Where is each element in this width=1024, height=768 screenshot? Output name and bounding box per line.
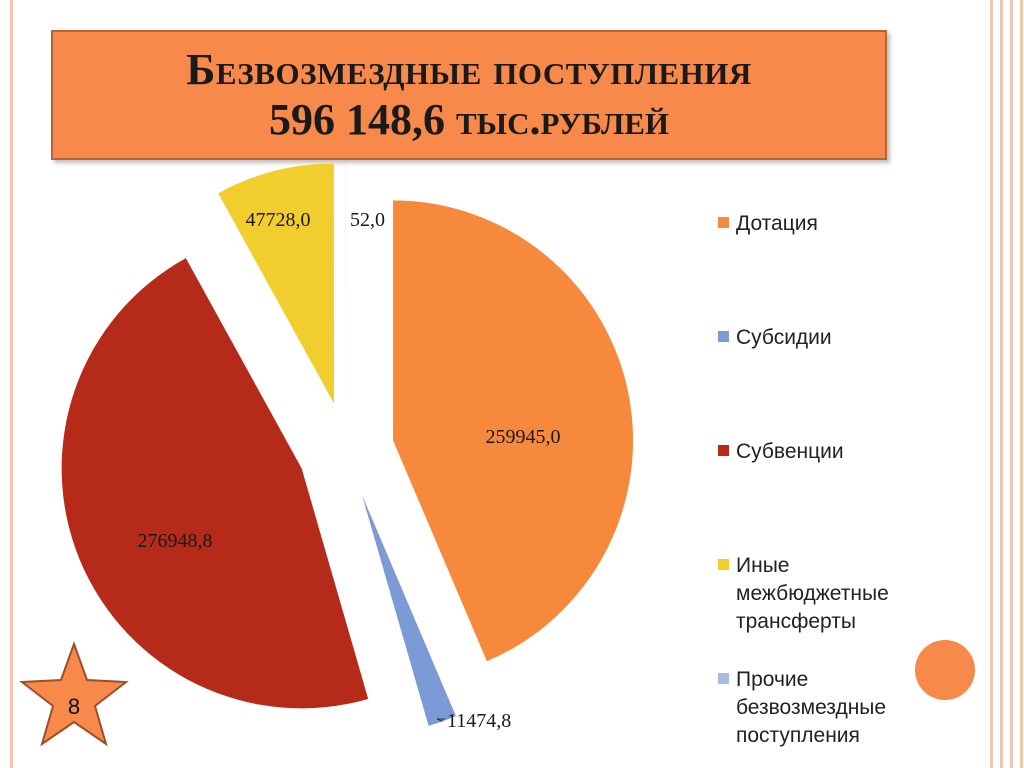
legend-item-other-receipts: Прочие безвозмездные поступления <box>718 666 936 750</box>
leader-line-subsidies <box>436 718 445 722</box>
legend-label-subsidies: Субсидии <box>736 326 832 349</box>
legend-label-subventions: Субвенции <box>736 440 844 463</box>
title-box: Безвозмездные поступления 596 148,6 тыс.… <box>51 30 887 160</box>
legend-item-other-transfers: Иные межбюджетные трансферты <box>718 552 936 636</box>
pie-slice-dotation <box>393 200 634 662</box>
legend-swatch-dotation <box>718 217 729 228</box>
title-line-2: 596 148,6 тыс.рублей <box>268 95 670 144</box>
legend-label-other-receipts: Прочие безвозмездные поступления <box>736 668 887 747</box>
star-icon <box>19 641 129 747</box>
data-label-dotation: 259945,0 <box>486 426 561 448</box>
legend-swatch-other-transfers <box>718 559 729 570</box>
data-label-other-transfers: 47728,0 <box>246 209 311 231</box>
pie-slice-other-transfers <box>218 163 335 404</box>
left-border-line <box>10 0 13 768</box>
legend-item-subventions: Субвенции <box>718 438 936 466</box>
decorative-circle <box>915 640 975 700</box>
legend-swatch-other-receipts <box>718 673 729 684</box>
legend-swatch-subventions <box>718 445 729 456</box>
data-label-other-receipts: 52,0 <box>350 209 385 231</box>
legend-label-other-transfers: Иные межбюджетные трансферты <box>736 554 889 633</box>
legend-label-dotation: Дотация <box>736 212 818 235</box>
legend-item-dotation: Дотация <box>718 210 936 238</box>
legend-item-subsidies: Субсидии <box>718 324 936 352</box>
pie-slice-subventions <box>61 258 369 709</box>
star-slide-number: 8 <box>19 641 129 747</box>
legend-swatch-subsidies <box>718 331 729 342</box>
title-line-1: Безвозмездные поступления <box>186 45 752 94</box>
data-label-subsidies: 11474,8 <box>447 710 511 732</box>
right-border-stripes <box>986 0 1024 768</box>
pie-slice-subsidies <box>362 495 456 726</box>
data-label-subventions: 276948,8 <box>138 530 213 552</box>
slide-number: 8 <box>68 694 80 719</box>
